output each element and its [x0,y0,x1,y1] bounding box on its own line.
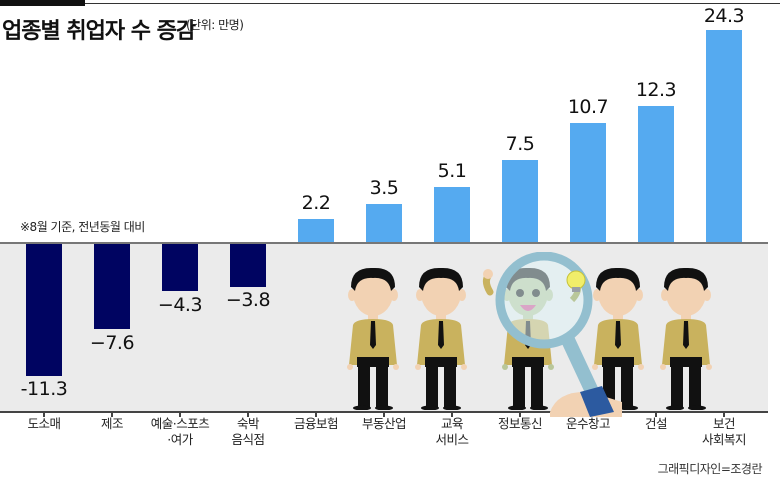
axis-tick [111,413,113,417]
value-label: −4.3 [157,294,203,316]
category-label-line: 교육 [440,416,464,431]
axis-tick [451,413,453,417]
businessman-figure [345,265,401,411]
axis-tick [43,413,45,417]
category-label-line: 금융보험 [293,416,339,431]
businessman-figure [413,265,469,411]
category-label: 운수창고 [543,416,633,448]
category-label-line: 음식점 [231,432,265,447]
bar-0 [26,244,62,376]
bar-1 [94,244,130,329]
axis-tick [723,413,725,417]
category-label-line: 운수창고 [565,416,611,431]
category-label: 정보통신 [475,416,565,448]
category-label-line: 보건 [712,416,736,431]
bar-8 [570,123,606,243]
category-label-line: 예술·스포츠 [150,416,210,431]
axis-tick [315,413,317,417]
axis-tick [383,413,385,417]
chart-title: 업종별 취업자 수 증감 [2,19,196,44]
category-label-line: ·여가 [167,432,193,447]
category-label: 건설 [611,416,701,448]
category-label: 제조 [67,416,157,448]
unit-label: (단위: 만명) [186,18,244,32]
value-label: 10.7 [567,96,609,118]
axis-tick [519,413,521,417]
bar-2 [162,244,198,291]
bar-7 [502,160,538,243]
value-label: 24.3 [703,5,745,27]
category-label-line: 사회복지 [701,432,747,447]
category-label: 예술·스포츠 ·여가 [135,416,225,448]
bar-6 [434,187,470,243]
graphic-credit: 그래픽디자인=조경란 [657,462,763,476]
axis-tick [655,413,657,417]
category-label-line: 서비스 [435,432,469,447]
value-label: 7.5 [505,133,535,155]
category-label: 숙박 음식점 [203,416,293,448]
bar-10 [706,30,742,243]
category-label: 교육 서비스 [407,416,497,448]
value-label: 3.5 [369,177,399,199]
zero-baseline [0,242,768,244]
category-label-line: 숙박 [236,416,260,431]
value-label: 12.3 [635,79,677,101]
axis-tick [179,413,181,417]
businessman-figure [658,265,714,411]
bar-9 [638,106,674,243]
category-label-line: 정보통신 [497,416,543,431]
value-label: −7.6 [89,332,135,354]
category-label-line: 건설 [644,416,668,431]
bar-4 [298,219,334,243]
header-rule-thick [0,0,85,6]
category-label: 도소매 [0,416,89,448]
value-label: -11.3 [20,378,68,400]
businessman-figure [590,265,646,411]
x-axis [0,411,768,413]
category-label-line: 부동산업 [361,416,407,431]
category-label-line: 도소매 [27,416,61,431]
magnifying-glass-icon [480,251,630,421]
category-label: 부동산업 [339,416,429,448]
category-label-line: 제조 [100,416,124,431]
value-label: 2.2 [301,192,331,214]
header-rule-thin [85,3,780,4]
value-label: 5.1 [437,160,467,182]
value-label: −3.8 [225,289,271,311]
chart-note: ※8월 기준, 전년동월 대비 [20,220,145,234]
axis-tick [247,413,249,417]
category-label: 금융보험 [271,416,361,448]
bar-3 [230,244,266,287]
bar-5 [366,204,402,243]
category-label: 보건 사회복지 [679,416,769,448]
